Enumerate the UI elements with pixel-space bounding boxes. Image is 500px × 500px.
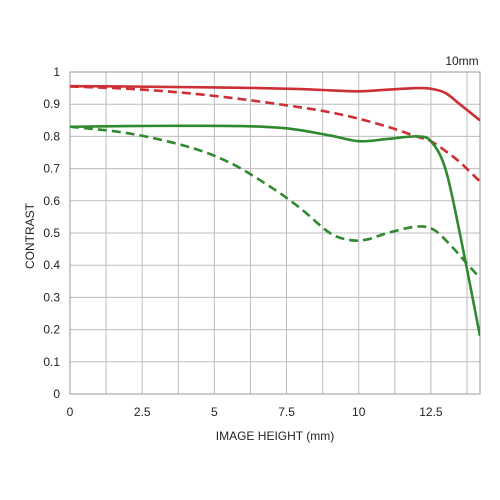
y-tick-label: 0.2 xyxy=(43,323,60,337)
y-tick-label: 0.5 xyxy=(43,226,60,240)
x-tick-label: 12.5 xyxy=(419,405,443,419)
x-axis-ticks: 0 2.5 5 7.5 10 12.5 xyxy=(67,405,443,419)
y-tick-label: 0 xyxy=(53,387,60,401)
series-line-solid-green xyxy=(70,124,480,337)
y-tick-label: 0.8 xyxy=(43,129,60,143)
x-tick-label: 0 xyxy=(67,405,74,419)
y-tick-label: 0.6 xyxy=(43,194,60,208)
x-tick-label: 5 xyxy=(211,405,218,419)
series-line-dashed-green xyxy=(70,125,480,279)
y-tick-label: 0.4 xyxy=(43,258,60,272)
x-axis-label: IMAGE HEIGHT (mm) xyxy=(216,429,334,443)
y-tick-label: 0.3 xyxy=(43,290,60,304)
y-tick-label: 1 xyxy=(53,65,60,79)
x-tick-label: 2.5 xyxy=(134,405,151,419)
y-tick-label: 0.7 xyxy=(43,162,60,176)
series-line-dashed-red xyxy=(70,85,480,183)
grid xyxy=(69,71,480,395)
y-axis-label: CONTRAST xyxy=(23,202,37,269)
chart-title: 10mm xyxy=(445,54,478,68)
y-tick-label: 0.9 xyxy=(43,97,60,111)
x-tick-label: 10 xyxy=(352,405,366,419)
plot-frame xyxy=(69,71,481,395)
y-axis-ticks: 0 0.1 0.2 0.3 0.4 0.5 0.6 0.7 0.8 0.9 1 xyxy=(43,65,60,401)
y-tick-label: 0.1 xyxy=(43,355,60,369)
x-tick-label: 7.5 xyxy=(278,405,295,419)
series-line-solid-red xyxy=(70,84,480,122)
series-group xyxy=(70,84,480,337)
